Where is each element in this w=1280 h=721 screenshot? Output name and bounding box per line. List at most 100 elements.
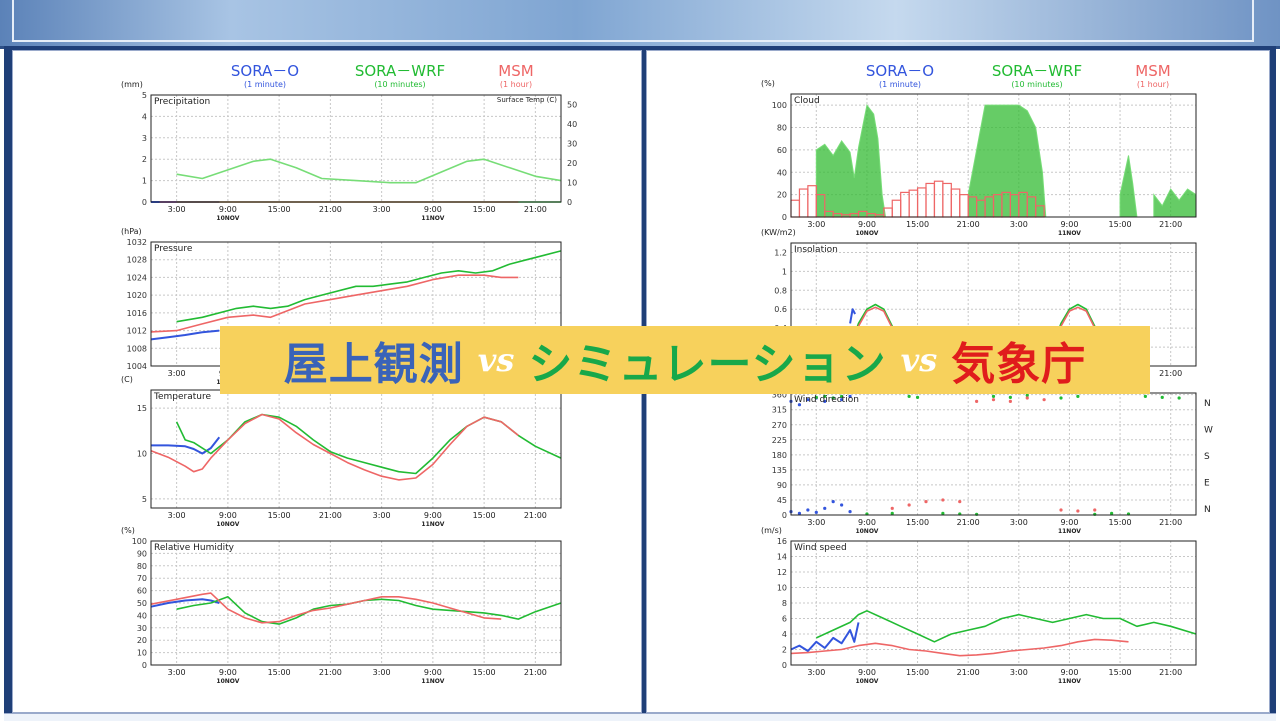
wind-direction-point <box>958 500 962 504</box>
precipitation-y2tick: 0 <box>567 198 572 207</box>
relative-humidity-ytick: 10 <box>137 649 147 658</box>
cloud-msm-bar <box>807 185 817 218</box>
precipitation-xtick: 3:00 <box>373 205 391 214</box>
legend-left-1: SORA－WRF <box>355 62 445 80</box>
relative-humidity-ylabel: (%) <box>121 526 135 535</box>
legend-right-2: MSM <box>1135 62 1170 80</box>
cloud-title: Cloud <box>794 96 820 106</box>
wind-speed-xtick: 15:00 <box>1109 668 1132 677</box>
legend-left-2: MSM <box>498 62 533 80</box>
wind-direction-ytick: 135 <box>772 466 787 475</box>
pressure-ytick: 1008 <box>127 344 147 353</box>
precipitation-plot-frame <box>150 94 562 203</box>
pressure-line-msm <box>150 274 519 333</box>
wind-direction-point <box>975 399 979 403</box>
cloud-msm-bar <box>790 199 801 218</box>
insolation-ytick: 1 <box>782 267 787 276</box>
temperature-line-msm <box>150 413 519 481</box>
temperature-ytick: 10 <box>137 450 147 459</box>
wind-direction-xtick: 21:00 <box>1159 518 1182 527</box>
temperature-xtick: 9:00 <box>424 511 442 520</box>
pressure-ytick: 1028 <box>127 256 147 265</box>
wind-speed-line-msm <box>790 638 1129 657</box>
cloud-msm-bar <box>942 182 952 218</box>
cloud-ytick: 100 <box>772 101 787 110</box>
wind-direction-point <box>831 396 835 400</box>
relative-humidity-ytick: 40 <box>137 611 147 620</box>
relative-humidity-ytick: 20 <box>137 636 147 645</box>
wind-speed-xtick: 3:00 <box>1010 668 1028 677</box>
relative-humidity-ytick: 0 <box>142 661 147 670</box>
wind-direction-compass-label: E <box>1204 479 1210 489</box>
wind-speed-xtick: 21:00 <box>1159 668 1182 677</box>
wind-speed-line-sorao <box>790 622 860 652</box>
precipitation-xtick: 9:00 <box>219 205 237 214</box>
cloud-xtick: 15:00 <box>1109 220 1132 229</box>
wind-direction-point <box>848 394 852 398</box>
relative-humidity-ytick: 60 <box>137 587 147 596</box>
rooftop-observation-label: 屋上観測 <box>283 339 464 390</box>
temperature-ytick: 15 <box>137 404 147 413</box>
precipitation-y2tick: 10 <box>567 179 577 188</box>
relative-humidity-date-2: 11NOV <box>421 678 444 685</box>
temperature-xtick: 3:00 <box>373 511 391 520</box>
wind-speed-ytick: 2 <box>782 646 787 655</box>
wind-speed-ytick: 8 <box>782 599 787 608</box>
precipitation-xtick: 21:00 <box>524 205 547 214</box>
wind-speed-date-1: 10NOV <box>855 678 878 685</box>
relative-humidity-xtick: 3:00 <box>373 668 391 677</box>
relative-humidity-ytick: 80 <box>137 562 147 571</box>
cloud-xtick: 21:00 <box>957 220 980 229</box>
cloud-xtick: 9:00 <box>1060 220 1078 229</box>
relative-humidity-ytick: 70 <box>137 574 147 583</box>
cloud-msm-bar <box>798 188 809 218</box>
vs-label-1: vs <box>477 341 515 379</box>
wind-speed-date-2: 11NOV <box>1058 678 1081 685</box>
pressure-ytick: 1016 <box>127 309 147 318</box>
wind-direction-point <box>941 498 945 502</box>
wind-direction-date-1: 10NOV <box>855 528 878 535</box>
wind-direction-ytick: 0 <box>782 511 787 520</box>
temperature-xtick: 21:00 <box>319 511 342 520</box>
wind-direction-point <box>1059 396 1063 400</box>
temperature-date-1: 10NOV <box>216 521 239 528</box>
precipitation-title: Precipitation <box>154 97 210 107</box>
wind-direction-ytick: 180 <box>772 451 787 460</box>
wind-speed-ylabel: (m/s) <box>761 526 782 535</box>
cloud-msm-bar <box>891 199 902 218</box>
cloud-date-2: 11NOV <box>1058 230 1081 237</box>
relative-humidity-ytick: 50 <box>137 599 147 608</box>
insolation-ylabel: (KW/m2) <box>761 228 796 237</box>
wind-speed-title: Wind speed <box>794 543 847 553</box>
wind-direction-point <box>814 510 818 514</box>
precipitation-y2label: Surface Temp (C) <box>497 96 557 104</box>
wind-speed-xtick: 9:00 <box>858 668 876 677</box>
temperature-date-2: 11NOV <box>421 521 444 528</box>
precipitation-y2tick: 40 <box>567 120 577 129</box>
precipitation-date-1: 10NOV <box>216 215 239 222</box>
insolation-title: Insolation <box>794 245 838 255</box>
precipitation-y2tick: 30 <box>567 140 577 149</box>
wind-direction-point <box>823 399 827 403</box>
insolation-line-sorao <box>849 308 856 324</box>
relative-humidity-xtick: 15:00 <box>473 668 496 677</box>
wind-direction-point <box>806 398 810 402</box>
pressure-ytick: 1020 <box>127 291 147 300</box>
wind-direction-xtick: 21:00 <box>957 518 980 527</box>
wind-direction-point <box>840 503 844 507</box>
pressure-line-sorawrf <box>176 250 562 323</box>
relative-humidity-plot-frame <box>150 540 562 666</box>
pressure-ylabel: (hPa) <box>121 227 142 236</box>
wind-direction-point <box>840 394 844 398</box>
wind-direction-ytick: 315 <box>772 406 787 415</box>
wind-direction-xtick: 9:00 <box>1060 518 1078 527</box>
cloud-xtick: 21:00 <box>1159 220 1182 229</box>
cloud-xtick: 9:00 <box>858 220 876 229</box>
precipitation-date-2: 11NOV <box>421 215 444 222</box>
wind-direction-point <box>991 394 996 398</box>
wind-direction-point <box>1160 395 1164 399</box>
relative-humidity-xtick: 15:00 <box>268 668 291 677</box>
insolation-ytick: 1.2 <box>774 248 787 257</box>
wind-speed-ytick: 0 <box>782 661 787 670</box>
